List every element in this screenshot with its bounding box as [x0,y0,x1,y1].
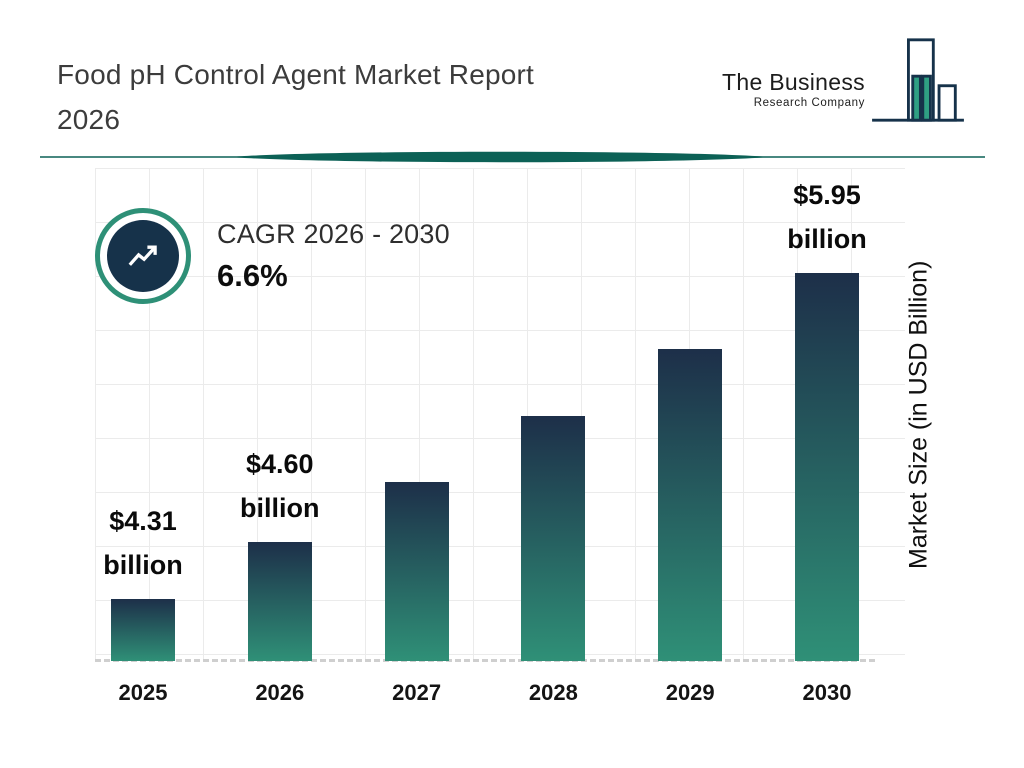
company-subname: Research Company [753,97,865,109]
bar-2028 [521,416,586,661]
bar-column-2025: $4.31 billion [95,499,191,661]
page-title-line1: Food pH Control Agent Market Report [57,59,535,90]
bar-value-label-2025: $4.31 billion [103,506,183,580]
x-axis-label-2025: 2025 [118,680,168,705]
bar-chart-logo-icon [872,38,964,122]
bar-value-label-2030: $5.95 billion [787,180,867,254]
cagr-ring [95,208,191,304]
x-axis-label-2027: 2027 [392,680,442,705]
page-title: Food pH Control Agent Market Report 2026 [57,52,534,142]
chart-plot-area: $4.31 billion $4.60 billion $5.95 billion [95,168,905,662]
company-logo: The Business Research Company [722,36,967,124]
cagr-text: CAGR 2026 - 2030 6.6% [217,219,450,294]
x-axis-label-2026: 2026 [255,680,305,705]
company-logo-text: The Business Research Company [722,69,865,109]
x-axis-label-2030: 2030 [802,680,852,705]
x-axis-label-2029: 2029 [665,680,715,705]
cagr-block: CAGR 2026 - 2030 6.6% [95,208,450,304]
bar-value-label-2026: $4.60 billion [240,449,320,523]
bar-column-2030: $5.95 billion [779,173,875,661]
bars-row: $4.31 billion $4.60 billion $5.95 billion [95,168,875,661]
bar-column-2026: $4.60 billion [232,442,328,661]
x-axis-labels: 2025 2026 2027 2028 2029 2030 [95,680,875,706]
bar-column-2028 [505,404,601,661]
bar-2030 [794,273,859,661]
cagr-value: 6.6% [217,257,288,293]
cagr-label: CAGR 2026 - 2030 [217,218,450,249]
bar-2026 [247,542,312,661]
company-name: The Business [722,69,865,95]
bar-column-2027 [369,470,465,661]
growth-trend-icon [107,220,179,292]
bar-column-2029 [642,337,738,661]
x-axis-label-2028: 2028 [528,680,578,705]
chart-baseline [95,659,875,662]
y-axis-title: Market Size (in USD Billion) [904,260,933,570]
page-title-line2: 2026 [57,104,121,135]
bar-2029 [658,349,723,661]
divider-line [40,151,985,163]
bar-2027 [384,482,449,661]
bar-2025 [111,599,175,661]
